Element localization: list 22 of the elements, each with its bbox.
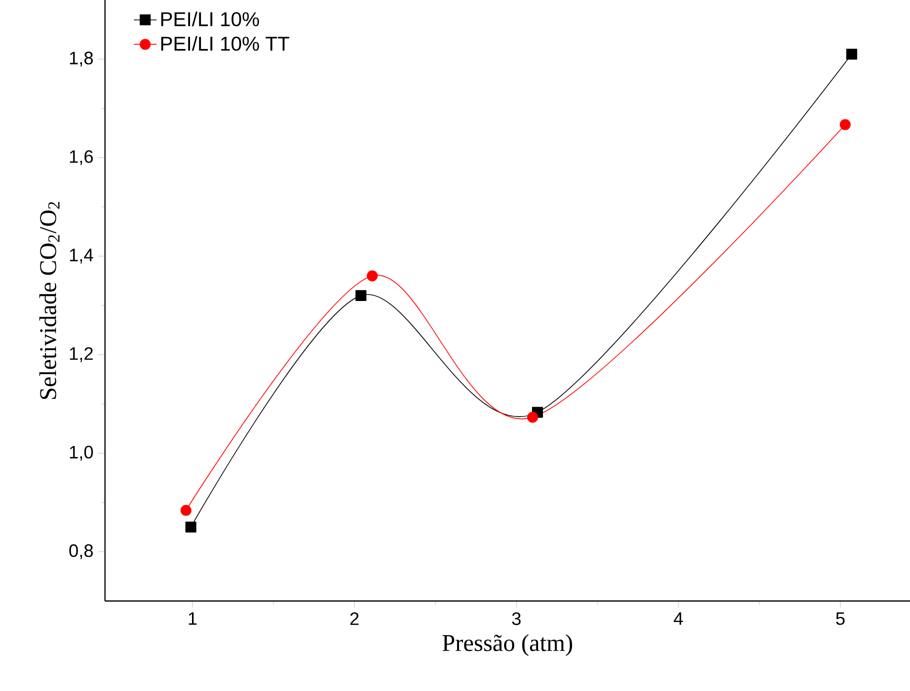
y-tick-label: 1,0 <box>70 446 93 461</box>
point <box>366 270 378 282</box>
y-tick-label: 1,4 <box>70 248 94 264</box>
legend-label: PEI/LI 10% TT <box>161 36 290 51</box>
y-axis-title: Seletividade CO$_{2}$/O$_{2}$ <box>39 202 60 399</box>
y-tick-label: 1,6 <box>70 150 93 166</box>
point <box>840 119 851 130</box>
legend-label: PEI/LI 10% <box>161 12 259 26</box>
point <box>180 504 192 516</box>
point <box>355 290 366 302</box>
x-tick-label: 2 <box>350 612 359 625</box>
point <box>185 522 196 533</box>
point <box>846 48 858 60</box>
point <box>527 412 538 423</box>
x-tick-label: 5 <box>836 612 845 625</box>
y-tick-label: 0,8 <box>69 544 93 560</box>
y-tick-label: 1,8 <box>70 52 93 67</box>
x-axis-title: Pressão (atm) <box>442 634 572 656</box>
x-tick-label: 1 <box>188 612 197 625</box>
x-tick-label: 3 <box>512 612 521 626</box>
y-tick-label: 1,2 <box>70 347 93 362</box>
x-tick-label: 4 <box>674 612 683 625</box>
